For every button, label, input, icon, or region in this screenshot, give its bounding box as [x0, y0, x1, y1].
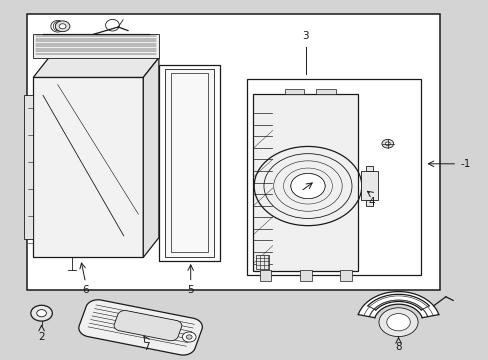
Bar [24, 95, 33, 239]
Bar [164, 69, 214, 257]
Text: 4: 4 [367, 197, 374, 207]
Circle shape [385, 142, 389, 145]
Text: -1: -1 [460, 159, 470, 169]
Circle shape [55, 21, 70, 32]
Bar [360, 171, 377, 200]
Bar [33, 34, 159, 58]
Polygon shape [33, 58, 159, 77]
Bar [33, 77, 143, 257]
Circle shape [31, 305, 52, 321]
Text: 6: 6 [82, 285, 89, 295]
Text: 8: 8 [394, 342, 401, 352]
Bar [27, 14, 439, 290]
Bar [170, 73, 208, 252]
Bar [259, 270, 271, 281]
Circle shape [378, 308, 417, 337]
Bar [159, 65, 220, 261]
Polygon shape [114, 311, 182, 341]
Bar [365, 166, 372, 171]
Bar [284, 89, 304, 94]
Circle shape [186, 335, 192, 339]
Polygon shape [358, 292, 438, 318]
Bar [365, 200, 372, 206]
Bar [299, 270, 311, 281]
Text: 5: 5 [187, 285, 194, 295]
Text: 2: 2 [38, 332, 45, 342]
Text: 3: 3 [302, 31, 308, 41]
Circle shape [386, 314, 409, 331]
Circle shape [59, 24, 66, 29]
Bar [255, 255, 269, 269]
Polygon shape [143, 58, 159, 257]
Circle shape [37, 310, 46, 317]
Circle shape [182, 332, 196, 342]
Bar [253, 94, 358, 271]
Bar [316, 89, 335, 94]
Circle shape [381, 139, 393, 148]
Circle shape [290, 174, 325, 199]
Bar [246, 79, 420, 275]
Bar [340, 270, 351, 281]
Text: 7: 7 [143, 342, 150, 352]
Polygon shape [79, 300, 202, 355]
